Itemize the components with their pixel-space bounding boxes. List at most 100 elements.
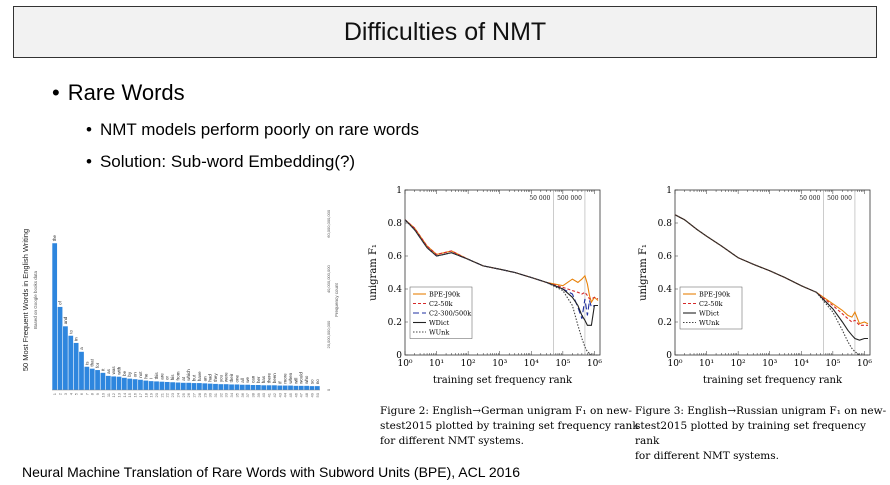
bar bbox=[68, 335, 74, 390]
bar bbox=[277, 385, 283, 390]
bar bbox=[100, 372, 106, 390]
category-tick: 33 bbox=[224, 392, 229, 397]
bullet-nmt-poor-text: NMT models perform poorly on rare words bbox=[99, 120, 419, 139]
x-tick-label: 10⁴ bbox=[524, 359, 539, 369]
figure3-line-chart: 50 000 500 000 0 0.2 0.4 0.6 0.8 1 10⁰ 10¹ 10² 10³ 1… bbox=[638, 186, 872, 386]
series-line bbox=[404, 219, 598, 356]
x-tick-label: 10⁰ bbox=[667, 359, 682, 369]
bar bbox=[293, 385, 299, 390]
category-tick: 11 bbox=[106, 392, 111, 397]
bar-label: at bbox=[181, 376, 186, 381]
bar-label: his bbox=[170, 374, 175, 381]
bullet-rare-words-text: Rare Words bbox=[67, 80, 185, 105]
legend-label: WUnk bbox=[429, 329, 449, 337]
x-axis-label: training set frequency rank bbox=[433, 375, 573, 386]
category-tick: 44 bbox=[283, 392, 288, 397]
bar bbox=[261, 385, 267, 390]
category-tick: 42 bbox=[272, 392, 277, 397]
y-axis-label: unigram F₁ bbox=[638, 244, 649, 301]
bar-label: been bbox=[272, 373, 277, 384]
category-tick: 26 bbox=[186, 392, 191, 397]
category-tick: 37 bbox=[245, 392, 250, 397]
bar bbox=[239, 384, 245, 390]
figure3-caption-line: for different NMT systems. bbox=[635, 450, 779, 462]
bar-label: there bbox=[267, 373, 272, 384]
category-tick: 23 bbox=[170, 392, 175, 397]
bar-label: of bbox=[58, 300, 63, 305]
bar bbox=[229, 384, 234, 390]
bar-label: they bbox=[213, 373, 218, 382]
bar-label: by bbox=[127, 371, 132, 377]
legend-label: C2-300/500k bbox=[429, 310, 471, 318]
bar-label: one bbox=[234, 374, 239, 382]
bar bbox=[180, 382, 186, 390]
category-tick: 18 bbox=[143, 392, 148, 397]
x-tick-label: 10⁶ bbox=[857, 359, 872, 369]
bar bbox=[250, 385, 256, 390]
category-tick: 38 bbox=[251, 392, 256, 397]
bar bbox=[57, 306, 63, 390]
bullet-dot: • bbox=[52, 80, 60, 105]
legend-label: BPE-J90k bbox=[699, 291, 730, 299]
x-tick-label: 10⁵ bbox=[555, 359, 570, 369]
legend-label: C2-50k bbox=[699, 300, 723, 308]
category-tick: 30 bbox=[208, 392, 213, 397]
bar-label: which bbox=[186, 369, 191, 381]
x-tick-label: 10⁴ bbox=[794, 359, 809, 369]
bar bbox=[121, 377, 127, 390]
slide-title: Difficulties of NMT bbox=[343, 17, 547, 46]
x-tick-label: 10³ bbox=[762, 359, 777, 369]
category-tick: 1 bbox=[52, 392, 57, 395]
figure2-caption-line: stest2015 plotted by training set freque… bbox=[380, 420, 639, 432]
legend-box bbox=[409, 286, 473, 339]
bar bbox=[154, 381, 159, 390]
category-tick: 14 bbox=[122, 392, 127, 397]
word-frequency-bar-chart: the 1 of 2 and 3 to 4 in 5 a 6 is 7 that 8 for 9 it 10 as 11 w… bbox=[21, 209, 339, 397]
reference-line-label: 500 000 bbox=[557, 195, 582, 202]
category-tick: 8 bbox=[90, 392, 95, 395]
bar bbox=[111, 376, 117, 390]
bar-label: can bbox=[251, 375, 256, 383]
category-tick: 19 bbox=[149, 392, 154, 397]
category-tick: 24 bbox=[175, 392, 180, 397]
bar bbox=[116, 376, 122, 390]
bar-label: will bbox=[293, 378, 298, 384]
bar bbox=[95, 370, 100, 390]
x-tick-label: 10¹ bbox=[699, 359, 714, 369]
category-tick: 41 bbox=[267, 392, 272, 397]
y-tick-label: 0.8 bbox=[658, 219, 673, 229]
chart-subtitle: Based on Google books data bbox=[33, 270, 38, 329]
y-axis-label: 50 Most Frequent Words in English Writin… bbox=[21, 229, 30, 371]
bar-label: be bbox=[122, 370, 127, 376]
y-tick-label: 0.2 bbox=[388, 318, 402, 328]
bar-label: has bbox=[261, 375, 266, 383]
bar-label: is bbox=[84, 361, 89, 365]
reference-line-label: 500 000 bbox=[827, 195, 852, 202]
bar-label: this bbox=[154, 372, 159, 380]
bar bbox=[314, 386, 320, 390]
category-tick: 32 bbox=[218, 392, 223, 397]
figure2-caption-line: Figure 2: English→German unigram F₁ on n… bbox=[380, 405, 632, 417]
x-tick-label: 10² bbox=[461, 359, 476, 369]
bullet-solution-text: Solution: Sub-word Embedding(?) bbox=[99, 152, 356, 171]
bar bbox=[218, 384, 224, 390]
bar bbox=[159, 381, 165, 390]
category-tick: 17 bbox=[138, 392, 143, 397]
category-tick: 45 bbox=[288, 392, 293, 397]
category-tick: 9 bbox=[95, 392, 100, 395]
bar-label: are bbox=[159, 373, 164, 380]
bullet-rare-words: • Rare Words bbox=[52, 80, 185, 106]
bar bbox=[63, 326, 68, 390]
bar bbox=[143, 380, 149, 390]
category-tick: 3 bbox=[63, 392, 68, 395]
category-tick: 10 bbox=[100, 392, 105, 397]
category-tick: 29 bbox=[202, 392, 207, 397]
bar bbox=[223, 384, 229, 390]
bar bbox=[298, 385, 304, 390]
legend-label: BPE-J90k bbox=[429, 291, 460, 299]
category-tick: 12 bbox=[111, 392, 116, 397]
bar-label: were bbox=[224, 372, 229, 382]
bar-label: in bbox=[74, 337, 79, 341]
category-tick: 7 bbox=[84, 392, 89, 395]
bar-label: with bbox=[117, 366, 122, 374]
